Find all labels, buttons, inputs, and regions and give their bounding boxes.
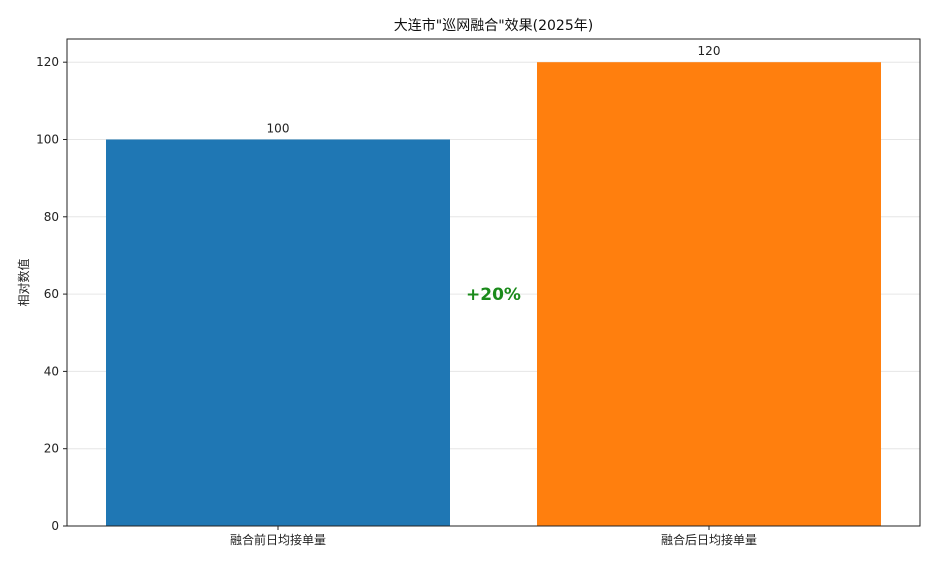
y-axis-title: 相对数值 (16, 258, 31, 306)
y-tick-label: 40 (44, 364, 59, 378)
y-tick-label: 20 (44, 442, 59, 456)
y-axis-ticks: 0 20 40 60 80 100 120 (36, 55, 67, 533)
bar (537, 62, 881, 526)
change-annotation: +20% (466, 285, 521, 305)
bar-value-label: 120 (698, 44, 721, 58)
data-labels: 100 120 (267, 44, 721, 135)
x-tick-label: 融合前日均接单量 (230, 532, 326, 547)
y-tick-label: 100 (36, 132, 59, 146)
x-axis-ticks: 融合前日均接单量 融合后日均接单量 (230, 526, 757, 547)
chart-title: 大连市"巡网融合"效果(2025年) (394, 17, 593, 34)
y-tick-label: 0 (51, 519, 59, 533)
plot-frame (66, 38, 921, 527)
bar (106, 139, 450, 526)
bars (106, 62, 881, 526)
y-tick-label: 60 (44, 287, 59, 301)
x-tick-label: 融合后日均接单量 (661, 532, 757, 547)
y-tick-label: 120 (36, 55, 59, 69)
y-tick-label: 80 (44, 210, 59, 224)
bar-value-label: 100 (267, 121, 290, 135)
